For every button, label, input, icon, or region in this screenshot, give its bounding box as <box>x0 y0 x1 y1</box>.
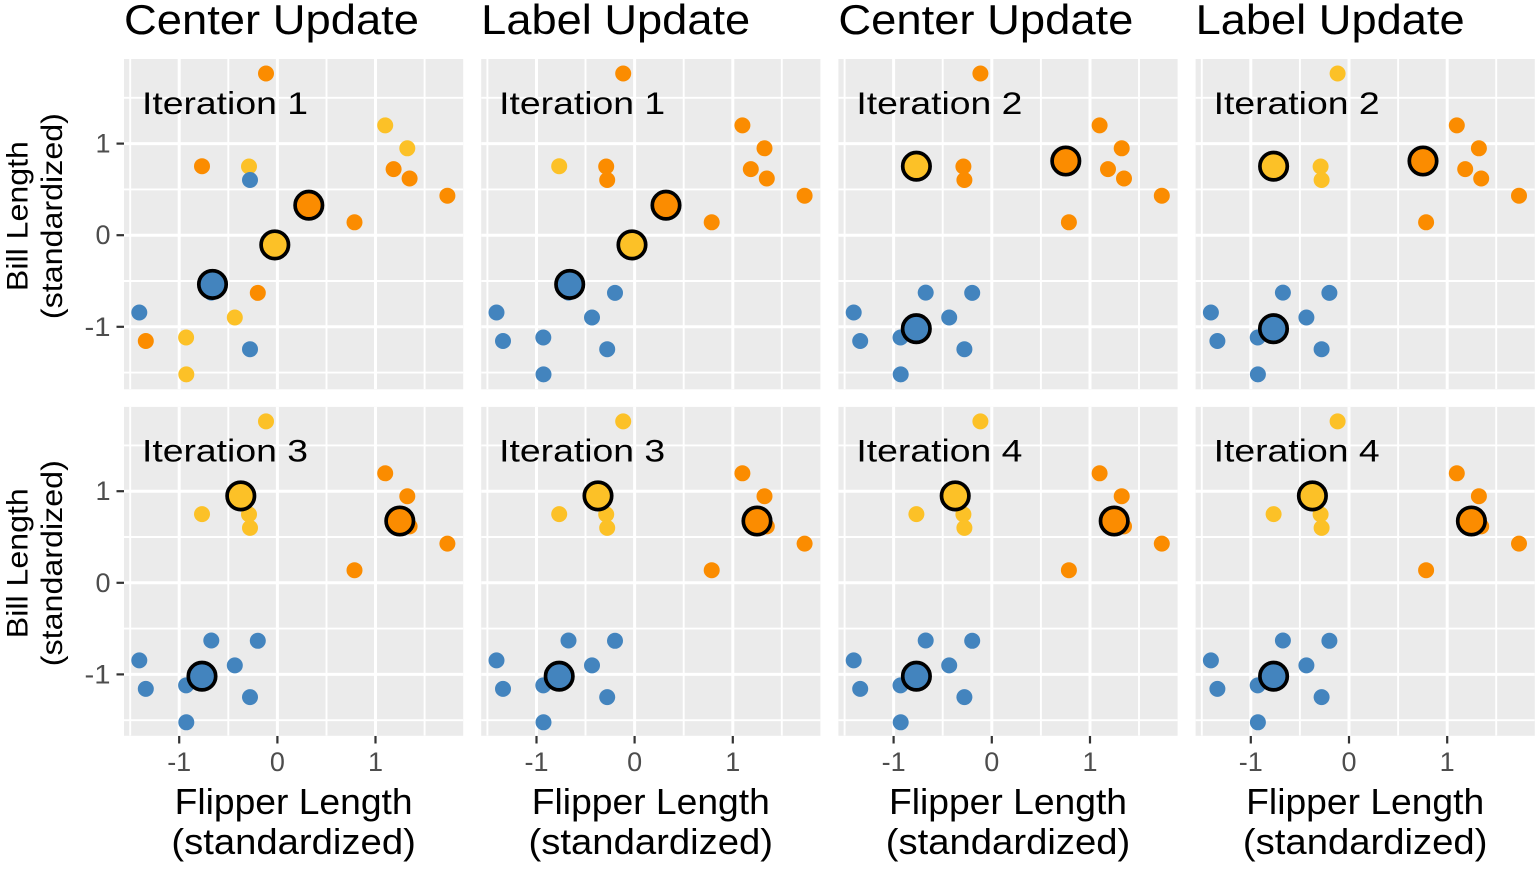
svg-text:-1: -1 <box>85 312 111 342</box>
svg-text:Iteration 3: Iteration 3 <box>499 433 665 469</box>
svg-text:0: 0 <box>270 747 285 777</box>
svg-text:(standardized): (standardized) <box>1243 821 1488 862</box>
svg-text:1: 1 <box>1440 747 1455 777</box>
svg-text:Label Update: Label Update <box>1196 0 1465 43</box>
svg-text:Flipper Length: Flipper Length <box>175 781 413 822</box>
svg-text:-1: -1 <box>85 659 111 689</box>
svg-text:Iteration 2: Iteration 2 <box>1214 85 1380 121</box>
svg-text:Iteration 4: Iteration 4 <box>856 433 1022 469</box>
svg-text:-1: -1 <box>882 747 906 777</box>
svg-text:Label Update: Label Update <box>481 0 750 43</box>
svg-text:0: 0 <box>95 220 110 250</box>
svg-text:Center Update: Center Update <box>838 0 1133 43</box>
svg-text:Flipper Length: Flipper Length <box>1246 781 1484 822</box>
svg-text:0: 0 <box>95 568 110 598</box>
svg-text:Flipper Length: Flipper Length <box>889 781 1127 822</box>
svg-text:1: 1 <box>1082 747 1097 777</box>
svg-text:Iteration 3: Iteration 3 <box>142 433 308 469</box>
svg-text:-1: -1 <box>167 747 191 777</box>
svg-text:Bill Length: Bill Length <box>2 488 35 638</box>
svg-text:1: 1 <box>368 747 383 777</box>
svg-text:-1: -1 <box>524 747 548 777</box>
svg-text:(standardized): (standardized) <box>529 821 774 862</box>
svg-text:0: 0 <box>627 747 642 777</box>
svg-text:-1: -1 <box>1239 747 1263 777</box>
svg-text:Iteration 1: Iteration 1 <box>499 85 665 121</box>
svg-text:Iteration 1: Iteration 1 <box>142 85 308 121</box>
svg-text:0: 0 <box>984 747 999 777</box>
svg-text:Iteration 2: Iteration 2 <box>856 85 1022 121</box>
svg-text:Flipper Length: Flipper Length <box>532 781 770 822</box>
svg-text:(standardized): (standardized) <box>171 821 416 862</box>
svg-text:Center Update: Center Update <box>124 0 419 43</box>
svg-text:(standardized): (standardized) <box>36 113 69 319</box>
svg-text:Iteration 4: Iteration 4 <box>1214 433 1380 469</box>
svg-text:1: 1 <box>95 129 110 159</box>
svg-text:Bill Length: Bill Length <box>2 141 35 291</box>
svg-text:1: 1 <box>725 747 740 777</box>
svg-text:(standardized): (standardized) <box>36 460 69 666</box>
svg-text:(standardized): (standardized) <box>886 821 1131 862</box>
svg-text:0: 0 <box>1341 747 1356 777</box>
svg-text:1: 1 <box>95 476 110 506</box>
